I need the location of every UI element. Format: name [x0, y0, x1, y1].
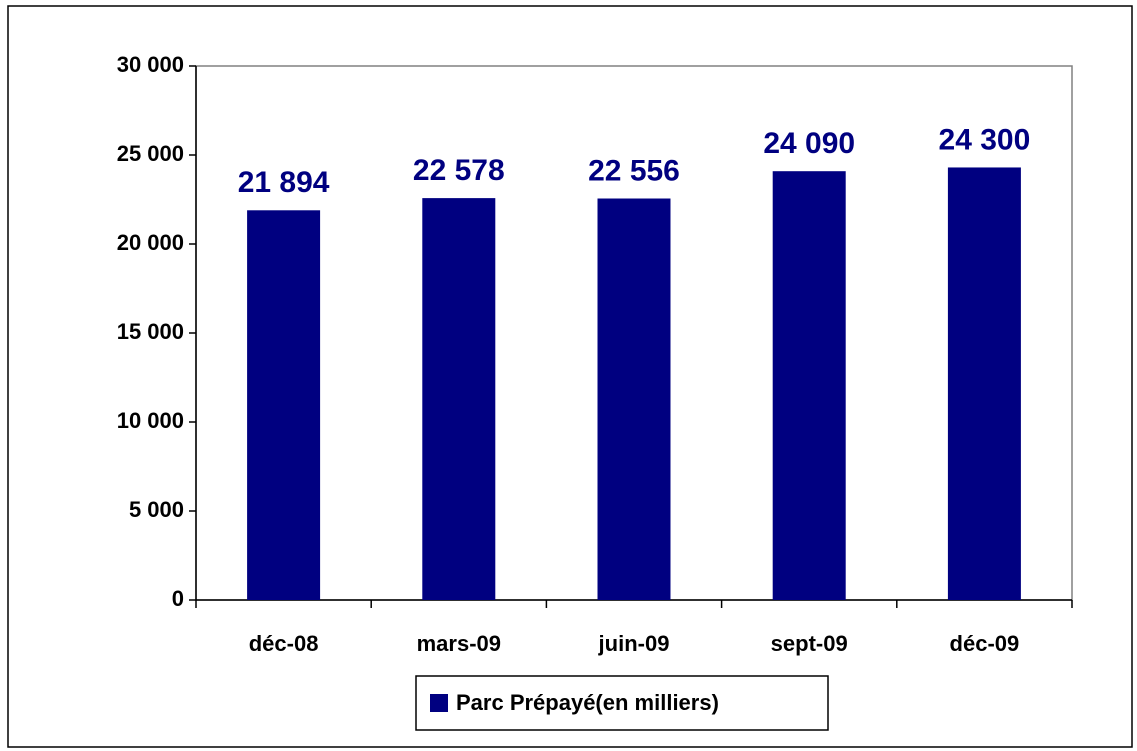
x-tick-label: juin-09 [598, 631, 670, 656]
value-label: 22 556 [588, 154, 680, 187]
x-tick-label: déc-09 [950, 631, 1020, 656]
y-tick-label: 0 [172, 586, 184, 611]
bar [947, 167, 1021, 600]
legend-swatch [430, 694, 448, 712]
bar [247, 210, 321, 600]
value-label: 21 894 [238, 166, 330, 199]
legend-box [415, 675, 829, 731]
y-tick-label: 20 000 [117, 230, 184, 255]
bar [597, 198, 671, 600]
x-tick-label: mars-09 [417, 631, 501, 656]
y-tick-label: 10 000 [117, 408, 184, 433]
legend-label: Parc Prépayé(en milliers) [456, 690, 719, 715]
x-tick-label: sept-09 [771, 631, 848, 656]
x-tick-label: déc-08 [249, 631, 319, 656]
value-label: 24 090 [763, 127, 855, 160]
y-tick-label: 25 000 [117, 141, 184, 166]
bar [422, 198, 496, 600]
value-label: 24 300 [939, 123, 1031, 156]
y-tick-label: 30 000 [117, 52, 184, 77]
y-tick-label: 5 000 [129, 497, 184, 522]
y-tick-label: 15 000 [117, 319, 184, 344]
bar [772, 171, 846, 600]
value-label: 22 578 [413, 154, 505, 187]
